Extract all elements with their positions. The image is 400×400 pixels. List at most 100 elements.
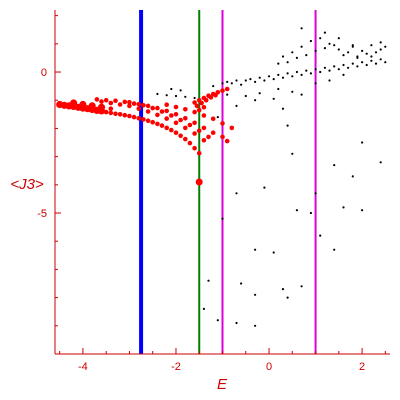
point-s2-43 [379, 58, 382, 61]
point-s1-70 [201, 125, 207, 131]
point-s1-57 [169, 113, 174, 118]
point-s1-26 [173, 130, 179, 135]
point-s1-97 [195, 178, 203, 186]
point-s2-1 [156, 92, 159, 96]
point-s1-90 [194, 103, 200, 109]
point-s2-22 [281, 76, 285, 79]
point-s1-54 [141, 103, 146, 108]
point-s2-19 [267, 75, 271, 78]
point-s1-40 [127, 103, 132, 109]
point-s1-15 [122, 112, 128, 118]
point-s2-70 [323, 31, 326, 34]
point-s1-19 [141, 117, 146, 122]
point-s2-15 [249, 78, 252, 81]
point-s2-32 [328, 69, 331, 72]
point-s2-59 [319, 37, 322, 40]
point-s2-40 [365, 63, 368, 67]
point-s2-36 [347, 66, 350, 69]
point-s2-81 [258, 92, 261, 95]
point-s2-24 [291, 75, 294, 78]
x-tick-label: -2 [171, 361, 181, 373]
point-s1-27 [178, 133, 183, 139]
point-s1-29 [187, 140, 193, 146]
point-s2-111 [300, 285, 303, 288]
point-s2-86 [235, 104, 238, 107]
point-s2-117 [202, 307, 205, 310]
point-s1-42 [145, 109, 151, 114]
point-s2-91 [291, 152, 294, 155]
point-s1-60 [196, 128, 202, 133]
point-s2-52 [342, 54, 345, 57]
point-s2-61 [291, 51, 294, 54]
point-s2-107 [333, 248, 336, 251]
point-s2-58 [309, 39, 312, 43]
point-s1-38 [108, 100, 114, 106]
point-s2-112 [254, 293, 257, 296]
point-s1-45 [173, 120, 179, 126]
point-s2-31 [323, 66, 326, 69]
point-s1-37 [99, 99, 104, 104]
point-s1-82 [192, 100, 197, 105]
point-s2-56 [379, 48, 382, 51]
point-s1-22 [155, 121, 160, 127]
point-s2-8 [212, 85, 215, 88]
point-s1-80 [220, 121, 225, 126]
point-s2-89 [281, 107, 285, 110]
point-s1-91 [199, 100, 204, 106]
point-s2-21 [277, 73, 280, 76]
point-s1-95 [196, 107, 202, 113]
point-s2-55 [370, 55, 373, 58]
point-s2-114 [216, 319, 219, 322]
x-tick-label: 2 [359, 361, 365, 373]
point-s2-100 [309, 211, 312, 215]
point-s2-10 [226, 80, 229, 83]
point-s2-101 [342, 206, 345, 209]
point-s1-52 [122, 99, 128, 105]
point-s1-36 [108, 106, 114, 111]
point-s1-88 [220, 88, 225, 93]
point-s2-6 [170, 87, 173, 91]
point-s2-47 [295, 56, 298, 60]
point-s2-79 [300, 93, 303, 96]
point-s1-12 [108, 110, 114, 116]
point-s1-49 [94, 97, 100, 102]
point-s2-2 [165, 94, 168, 97]
point-s1-65 [155, 105, 160, 111]
point-s2-9 [221, 82, 224, 85]
point-s1-46 [183, 125, 188, 131]
y-tick-label: -5 [37, 208, 47, 220]
point-s2-108 [240, 282, 243, 285]
point-s1-44 [164, 116, 169, 121]
axes: -4 -2 0 2 0 -5 [37, 10, 390, 373]
point-s2-71 [337, 37, 340, 40]
point-s2-105 [272, 251, 275, 254]
point-s2-7 [179, 89, 182, 92]
point-s2-90 [254, 99, 257, 102]
point-s2-109 [207, 279, 210, 282]
point-s2-37 [351, 62, 354, 65]
point-s2-38 [356, 65, 359, 68]
point-s2-95 [379, 161, 382, 164]
point-s1-31 [196, 150, 202, 156]
point-s2-62 [281, 55, 285, 58]
point-s1-18 [136, 116, 142, 121]
point-s2-115 [235, 321, 238, 325]
point-s2-67 [374, 51, 378, 54]
point-s2-16 [254, 80, 257, 83]
point-s2-69 [300, 27, 303, 30]
point-s1-30 [192, 145, 197, 151]
point-s1-33 [79, 100, 87, 109]
point-s2-28 [309, 72, 312, 75]
point-s2-92 [333, 164, 336, 167]
point-s1-76 [183, 107, 188, 112]
point-s2-26 [300, 73, 303, 76]
point-s1-25 [169, 127, 174, 133]
point-s2-113 [286, 296, 289, 299]
point-s1-43 [155, 112, 160, 118]
point-s2-45 [277, 62, 280, 65]
point-s2-5 [193, 96, 196, 100]
point-s2-116 [254, 324, 257, 327]
point-s2-17 [258, 76, 261, 79]
point-s1-17 [131, 114, 137, 120]
point-s2-83 [328, 79, 331, 82]
